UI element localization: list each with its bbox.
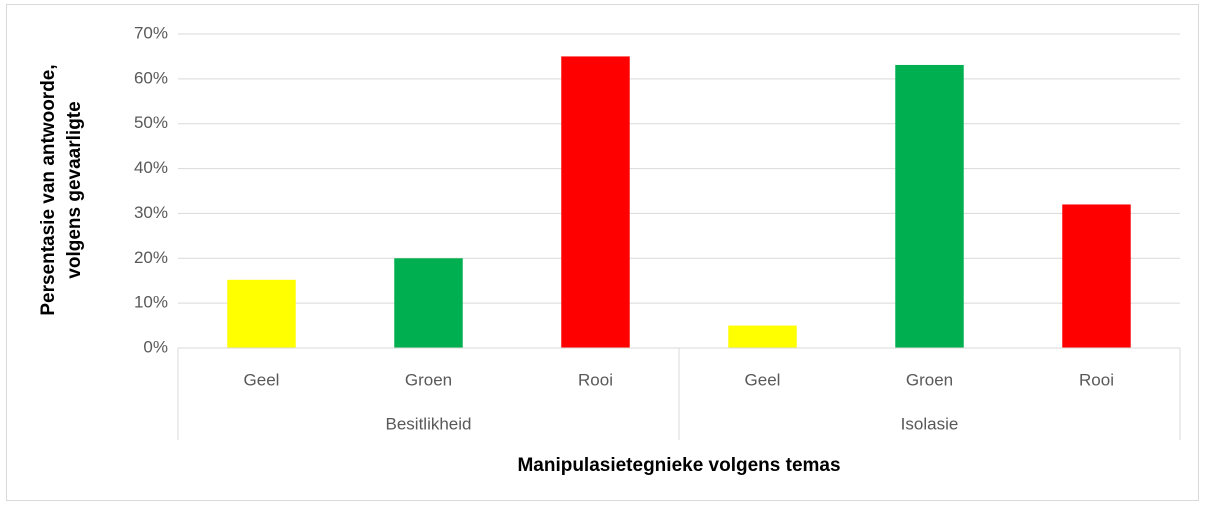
chart-border	[6, 4, 1199, 501]
y-tick-label: 20%	[134, 248, 168, 267]
x-tick-label: Rooi	[1079, 370, 1114, 389]
x-tick-label: Geel	[244, 370, 280, 389]
bar	[1062, 204, 1131, 348]
x-axis-title: Manipulasietegnieke volgens temas	[517, 455, 840, 476]
group-label: Besitlikheid	[386, 414, 472, 433]
y-tick-label: 50%	[134, 113, 168, 132]
y-tick-label: 0%	[143, 337, 168, 356]
y-axis-title-line: Persentasie van antwoorde,	[38, 64, 59, 315]
bar	[895, 64, 964, 349]
x-tick-label: Groen	[906, 370, 953, 389]
y-axis-title-line: volgens gevaarligte	[64, 101, 85, 278]
y-tick-label: 60%	[134, 68, 168, 87]
y-tick-label: 40%	[134, 158, 168, 177]
bar	[728, 325, 797, 348]
bar	[394, 258, 463, 348]
group-label: Isolasie	[901, 414, 959, 433]
bar	[227, 279, 296, 348]
y-tick-label: 10%	[134, 293, 168, 312]
x-tick-label: Rooi	[578, 370, 613, 389]
y-tick-label: 70%	[134, 23, 168, 42]
bar	[561, 56, 630, 349]
x-tick-label: Geel	[745, 370, 781, 389]
x-tick-label: Groen	[405, 370, 452, 389]
y-tick-label: 30%	[134, 203, 168, 222]
